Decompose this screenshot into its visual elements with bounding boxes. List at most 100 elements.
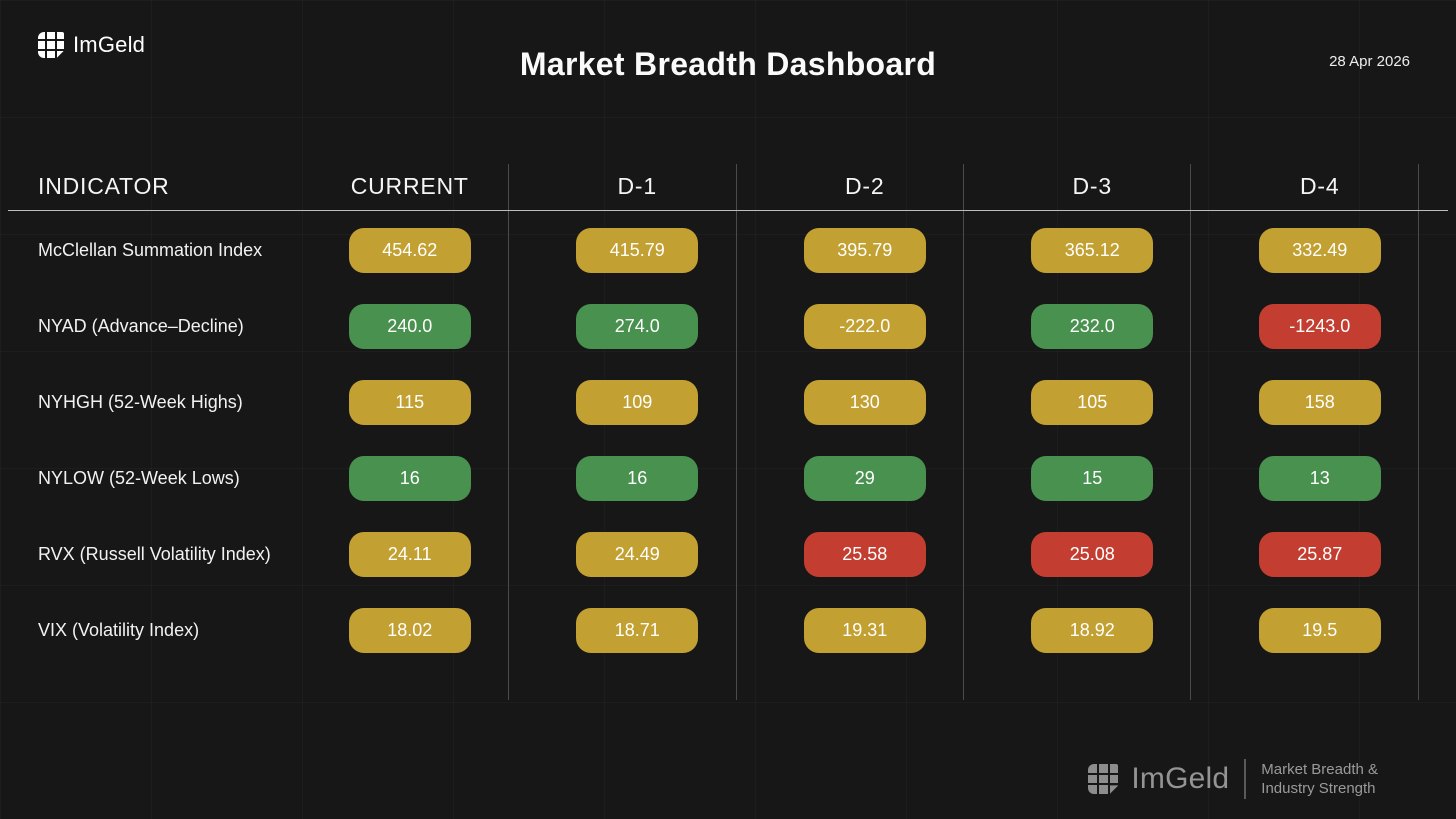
row-label: NYLOW (52-Week Lows) xyxy=(38,467,240,488)
table-cell: 24.49 xyxy=(524,531,752,577)
value-pill: 158 xyxy=(1258,379,1381,425)
table-cell: 415.79 xyxy=(524,227,752,273)
value-pill: 415.79 xyxy=(576,227,699,273)
value-pill: 25.08 xyxy=(1031,531,1154,577)
table-cell: 13 xyxy=(1206,455,1434,501)
table-header-row: INDICATOR CURRENT D-1 D-2 D-3 D-4 xyxy=(0,163,1456,210)
value-pill: 24.11 xyxy=(348,531,471,577)
row-label: RVX (Russell Volatility Index) xyxy=(38,543,271,564)
table-cell: 109 xyxy=(524,379,752,425)
row-label: McClellan Summation Index xyxy=(38,239,263,260)
value-pill: 24.49 xyxy=(576,531,699,577)
table-row: VIX (Volatility Index) 18.02 18.71 19.31 18… xyxy=(0,592,1456,668)
table-cell: -222.0 xyxy=(751,303,979,349)
value-pill: 130 xyxy=(803,379,926,425)
value-pill: 25.58 xyxy=(803,531,926,577)
value-pill: 105 xyxy=(1031,379,1154,425)
table-cell: 158 xyxy=(1206,379,1434,425)
header-rule xyxy=(8,210,1448,211)
column-separator xyxy=(736,164,737,700)
value-pill: 15 xyxy=(1031,455,1154,501)
column-separator xyxy=(963,164,964,700)
value-pill: 454.62 xyxy=(348,227,471,273)
value-pill: -222.0 xyxy=(803,303,926,349)
table-cell: 16 xyxy=(296,455,524,501)
footer-tagline-line1: Market Breadth & xyxy=(1261,761,1378,778)
row-label: NYAD (Advance–Decline) xyxy=(38,315,244,336)
column-header-d2: D-2 xyxy=(845,173,885,199)
table-cell: 25.08 xyxy=(979,531,1207,577)
value-pill: 332.49 xyxy=(1258,227,1381,273)
column-separator xyxy=(1190,164,1191,700)
value-pill: 25.87 xyxy=(1258,531,1381,577)
table-cell: 18.92 xyxy=(979,607,1207,653)
table-cell: 25.87 xyxy=(1206,531,1434,577)
table-cell: 24.11 xyxy=(296,531,524,577)
indicator-table: INDICATOR CURRENT D-1 D-2 D-3 D-4 McClel… xyxy=(0,163,1456,703)
table-cell: 18.71 xyxy=(524,607,752,653)
value-pill: 274.0 xyxy=(576,303,699,349)
table-cell: 15 xyxy=(979,455,1207,501)
table-cell: 19.31 xyxy=(751,607,979,653)
table-cell: 115 xyxy=(296,379,524,425)
column-header-current: CURRENT xyxy=(350,173,469,199)
column-header-d3: D-3 xyxy=(1072,173,1112,199)
table-cell: 19.5 xyxy=(1206,607,1434,653)
brand-grid-icon xyxy=(38,32,64,58)
value-pill: 19.31 xyxy=(803,607,926,653)
page-date: 28 Apr 2026 xyxy=(1329,53,1410,70)
table-cell: 130 xyxy=(751,379,979,425)
table-cell: 25.58 xyxy=(751,531,979,577)
table-cell: 105 xyxy=(979,379,1207,425)
value-pill: -1243.0 xyxy=(1258,303,1381,349)
footer-tagline: Market Breadth & Industry Strength xyxy=(1261,760,1378,798)
table-cell: 274.0 xyxy=(524,303,752,349)
value-pill: 16 xyxy=(576,455,699,501)
column-separator xyxy=(508,164,509,700)
table-row: McClellan Summation Index 454.62 415.79 39… xyxy=(0,212,1456,288)
row-label: NYHGH (52-Week Highs) xyxy=(38,391,243,412)
footer-tagline-line2: Industry Strength xyxy=(1261,780,1376,797)
table-cell: 332.49 xyxy=(1206,227,1434,273)
table-row: NYLOW (52-Week Lows) 16 16 29 15 13 xyxy=(0,440,1456,516)
column-header-d4: D-4 xyxy=(1300,173,1340,199)
column-header-d1: D-1 xyxy=(617,173,657,199)
value-pill: 115 xyxy=(348,379,471,425)
table-cell: 365.12 xyxy=(979,227,1207,273)
value-pill: 365.12 xyxy=(1031,227,1154,273)
table-cell: 18.02 xyxy=(296,607,524,653)
table-row: NYAD (Advance–Decline) 240.0 274.0 -222.0 2… xyxy=(0,288,1456,364)
footer-brand: ImGeld Market Breadth & Industry Strengt… xyxy=(1088,759,1378,799)
brand-logo: ImGeld xyxy=(38,32,145,58)
value-pill: 19.5 xyxy=(1258,607,1381,653)
column-separator xyxy=(1418,164,1419,700)
footer-divider xyxy=(1244,759,1247,799)
brand-name: ImGeld xyxy=(73,32,146,57)
table-cell: 454.62 xyxy=(296,227,524,273)
value-pill: 109 xyxy=(576,379,699,425)
value-pill: 13 xyxy=(1258,455,1381,501)
table-cell: 16 xyxy=(524,455,752,501)
value-pill: 395.79 xyxy=(803,227,926,273)
value-pill: 232.0 xyxy=(1031,303,1154,349)
table-cell: 29 xyxy=(751,455,979,501)
table-cell: -1243.0 xyxy=(1206,303,1434,349)
value-pill: 29 xyxy=(803,455,926,501)
value-pill: 16 xyxy=(348,455,471,501)
row-label: VIX (Volatility Index) xyxy=(38,619,200,640)
table-row: NYHGH (52-Week Highs) 115 109 130 105 158 xyxy=(0,364,1456,440)
value-pill: 18.92 xyxy=(1031,607,1154,653)
column-header-indicator: INDICATOR xyxy=(38,173,170,199)
value-pill: 240.0 xyxy=(348,303,471,349)
value-pill: 18.71 xyxy=(576,607,699,653)
value-pill: 18.02 xyxy=(348,607,471,653)
footer-brand-name: ImGeld xyxy=(1131,762,1230,795)
footer-grid-icon xyxy=(1088,764,1119,794)
table-cell: 232.0 xyxy=(979,303,1207,349)
table-row: RVX (Russell Volatility Index) 24.11 24.4… xyxy=(0,516,1456,592)
table-cell: 240.0 xyxy=(296,303,524,349)
page-title: Market Breadth Dashboard xyxy=(519,46,937,82)
table-rows: McClellan Summation Index 454.62 415.79 39… xyxy=(0,212,1456,668)
table-cell: 395.79 xyxy=(751,227,979,273)
